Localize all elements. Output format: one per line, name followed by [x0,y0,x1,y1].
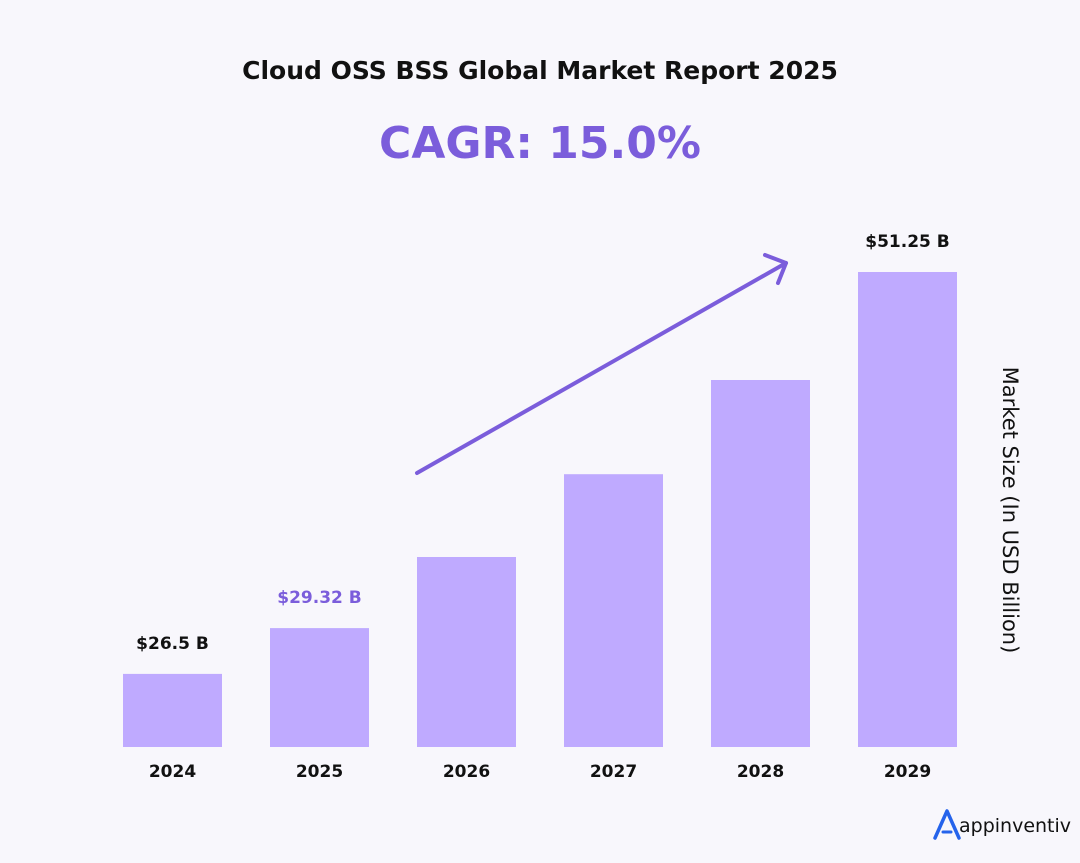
data-label-2024: $26.5 B [136,634,209,654]
x-tick-label-2024: 2024 [149,762,196,782]
appinventiv-logo-icon [933,809,961,840]
trend-arrow-shaft [415,261,788,475]
bar-2027 [564,474,663,747]
data-label-2029: $51.25 B [865,232,949,252]
x-tick-label-2025: 2025 [296,762,343,782]
x-tick-label-2028: 2028 [737,762,784,782]
data-label-2025: $29.32 B [277,588,361,608]
bar-2029 [858,272,957,747]
x-tick-label-2029: 2029 [884,762,931,782]
bar-2028 [711,380,810,747]
bar-2024 [123,673,222,747]
x-axis-tick-labels: 2024 2025 2026 2027 2028 2029 [149,762,931,782]
bar-2025 [270,628,369,747]
x-tick-label-2026: 2026 [443,762,490,782]
chart-title: Cloud OSS BSS Global Market Report 2025 [242,56,838,85]
bar-2026 [417,557,516,747]
data-labels-layer: $26.5 B $29.32 B $51.25 B [136,232,950,654]
x-tick-label-2027: 2027 [590,762,637,782]
bars-layer [123,272,957,747]
trend-arrow-head [763,253,788,285]
y-axis-label: Market Size (In USD Billion) [998,367,1022,654]
trend-arrow-icon [415,253,788,475]
brand-name: appinventiv [959,815,1071,837]
brand-logo: appinventiv [933,809,1071,840]
cagr-headline: CAGR: 15.0% [379,118,701,169]
